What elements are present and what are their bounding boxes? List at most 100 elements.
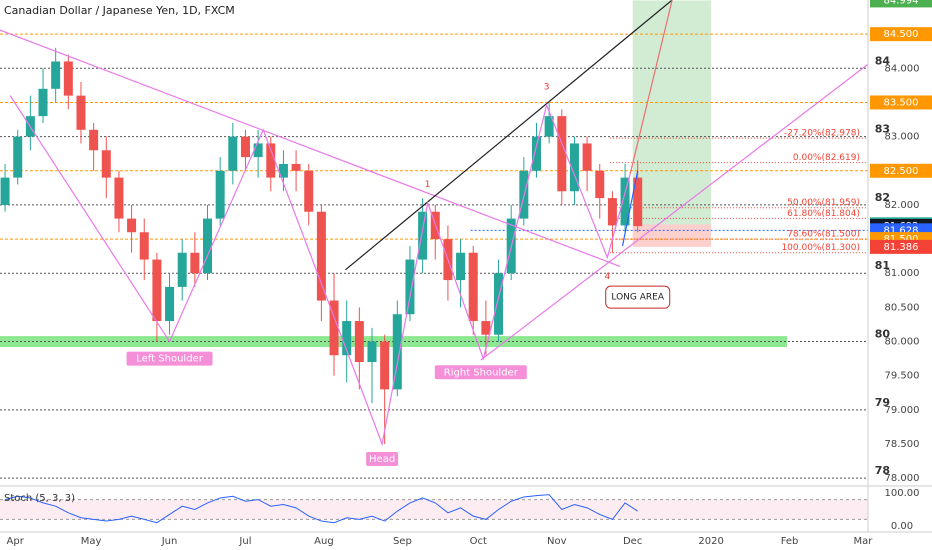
candle-body — [63, 61, 73, 96]
candle-body — [531, 136, 541, 171]
x-tick-label: 2020 — [698, 536, 723, 547]
candle-body — [38, 88, 48, 117]
y-tick-label: 83.000 — [885, 132, 920, 143]
candle-body — [177, 252, 187, 287]
x-tick-label: Nov — [547, 536, 567, 547]
candle-body — [0, 177, 10, 205]
x-tick-label: Jun — [161, 536, 178, 547]
pattern-label: Left Shoulder — [136, 354, 203, 365]
candle-body — [316, 211, 326, 301]
price-tag — [870, 163, 932, 178]
x-tick-label: Dec — [623, 536, 642, 547]
candle-body — [228, 136, 238, 171]
candle-body — [304, 170, 314, 212]
candle-body — [114, 177, 124, 219]
chart-title: Canadian Dollar / Japanese Yen, 1D, FXCM — [4, 4, 235, 17]
candle-body — [278, 163, 288, 178]
price-tag-label: 81.500 — [884, 234, 919, 245]
candle-body — [89, 129, 99, 151]
level-label: 81 — [875, 259, 890, 272]
price-tag-label: 84.994 — [884, 0, 919, 6]
fib-label: 61.80%(81.804) — [787, 209, 860, 219]
candle-body — [215, 170, 225, 219]
candle-body — [190, 252, 200, 274]
candle-body — [152, 259, 162, 322]
candle-body — [405, 259, 415, 315]
price-tag-label: 81.386 — [884, 242, 919, 253]
candle-body — [557, 116, 567, 192]
fib-label: -27.20%(82.978) — [784, 129, 860, 139]
pattern-badge-bg — [366, 452, 399, 467]
y-tick-label: 82.000 — [885, 200, 920, 211]
x-tick-label: May — [81, 536, 102, 547]
x-tick-label: Jul — [238, 536, 251, 547]
plot-area — [0, 0, 868, 479]
trend-line — [345, 0, 673, 271]
fib-label: 78.60%(81.500) — [787, 230, 860, 240]
wave-label: 3 — [544, 82, 550, 92]
y-tick-label: 79.500 — [885, 371, 920, 382]
fib-label: 0.00%(82.619) — [793, 153, 860, 163]
candle-body — [392, 314, 402, 390]
candle-body — [329, 300, 339, 356]
pattern-badge-bg — [434, 365, 527, 380]
candle-body — [544, 116, 554, 137]
stoch-tick-label: 0.00 — [891, 521, 913, 532]
trend-line — [9, 95, 631, 447]
x-tick-label: Apr — [7, 536, 25, 547]
x-tick-label: Feb — [781, 536, 799, 547]
price-tag — [870, 0, 932, 8]
candle-body — [139, 232, 149, 260]
candle-body — [51, 61, 61, 89]
candle-body — [354, 321, 364, 363]
candle-body — [127, 218, 137, 233]
pattern-label: Head — [369, 454, 395, 465]
candle-body — [367, 341, 377, 363]
price-tag-label: 84.500 — [884, 29, 919, 40]
wave-label: 4 — [604, 272, 610, 282]
stoch-line — [4, 494, 638, 524]
trend-line — [480, 63, 868, 361]
callout-label: LONG AREA — [611, 293, 664, 303]
candle-body — [101, 150, 111, 178]
candle-body — [342, 321, 352, 356]
candle-body — [569, 143, 579, 192]
stoch-tick-label: 100.00 — [885, 488, 920, 499]
candle-body — [494, 273, 504, 335]
price-tag-label: 81.628 — [884, 225, 919, 236]
candle-body — [240, 136, 250, 158]
y-tick-label: 84.000 — [885, 63, 920, 74]
candle-body — [456, 252, 466, 281]
x-tick-label: Sep — [393, 536, 412, 547]
candle-body — [291, 163, 301, 171]
price-tag — [870, 27, 932, 42]
y-tick-label: 79.000 — [885, 405, 920, 416]
candle-body — [203, 218, 213, 274]
candle-body — [76, 95, 86, 130]
target-box — [632, 0, 712, 225]
x-tick-label: Aug — [314, 536, 334, 547]
y-tick-label: 80.500 — [885, 302, 920, 313]
fib-label: 100.00%(81.300) — [781, 243, 860, 253]
wave-label: 1 — [425, 180, 431, 190]
y-tick-label: 78.500 — [885, 439, 920, 450]
candle-body — [266, 143, 276, 178]
candle-body — [468, 252, 478, 322]
candle-body — [620, 177, 630, 226]
candle-body — [13, 136, 23, 178]
y-tick-label: 78.000 — [885, 473, 920, 484]
pattern-badge-bg — [126, 351, 213, 366]
candle-body — [165, 286, 175, 322]
x-tick-label: Mar — [854, 536, 874, 547]
price-tag — [870, 95, 932, 110]
candle-body — [418, 211, 428, 260]
trend-line — [621, 170, 639, 247]
candle-body — [595, 170, 605, 199]
stoch-title: Stoch (5, 3, 3) — [4, 493, 75, 504]
candle-body — [380, 341, 390, 390]
y-tick-label: 80.000 — [885, 337, 920, 348]
price-tag-label: 83.500 — [884, 97, 919, 108]
